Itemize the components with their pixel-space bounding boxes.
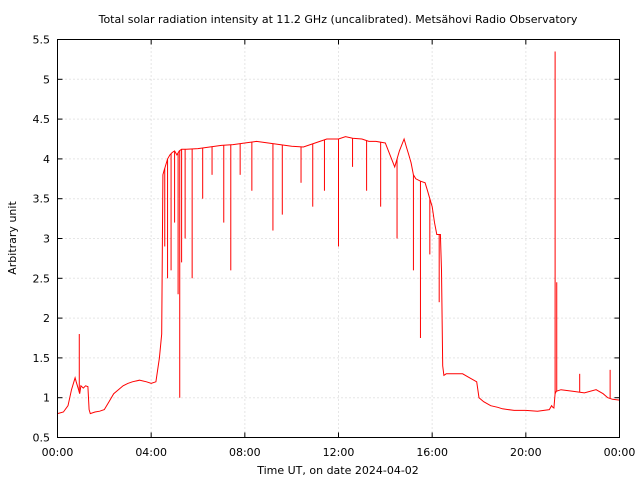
plot-area [57, 51, 620, 415]
y-axis-tick-labels: 0.5 1 1.5 2 2.5 3 3.5 4 4.5 5 5.5 [33, 34, 51, 445]
y-tick-label: 2.5 [33, 272, 51, 285]
x-tick-label: 08:00 [229, 446, 261, 459]
y-tick-label: 1 [43, 392, 50, 405]
x-tick-label: 20:00 [510, 446, 542, 459]
x-axis-tick-labels: 00:00 04:00 08:00 12:00 16:00 20:00 00:00 [42, 446, 636, 459]
y-tick-label: 3 [43, 233, 50, 246]
x-tick-label: 00:00 [42, 446, 74, 459]
y-tick-label: 1.5 [33, 352, 51, 365]
x-axis-label: Time UT, on date 2024-04-02 [256, 464, 419, 477]
axis-ticks [57, 39, 620, 438]
y-axis-label: Arbitrary unit [6, 201, 19, 275]
x-tick-label: 00:00 [604, 446, 636, 459]
x-tick-label: 16:00 [416, 446, 448, 459]
y-tick-label: 3.5 [33, 193, 51, 206]
y-tick-label: 5 [43, 73, 50, 86]
x-tick-label: 12:00 [323, 446, 355, 459]
y-tick-label: 4.5 [33, 113, 51, 126]
y-tick-label: 4 [43, 153, 50, 166]
y-tick-label: 0.5 [33, 432, 51, 445]
series-line [57, 136, 620, 415]
chart-title: Total solar radiation intensity at 11.2 … [98, 13, 578, 26]
y-tick-label: 2 [43, 312, 50, 325]
x-tick-label: 04:00 [135, 446, 167, 459]
y-tick-label: 5.5 [33, 34, 51, 47]
